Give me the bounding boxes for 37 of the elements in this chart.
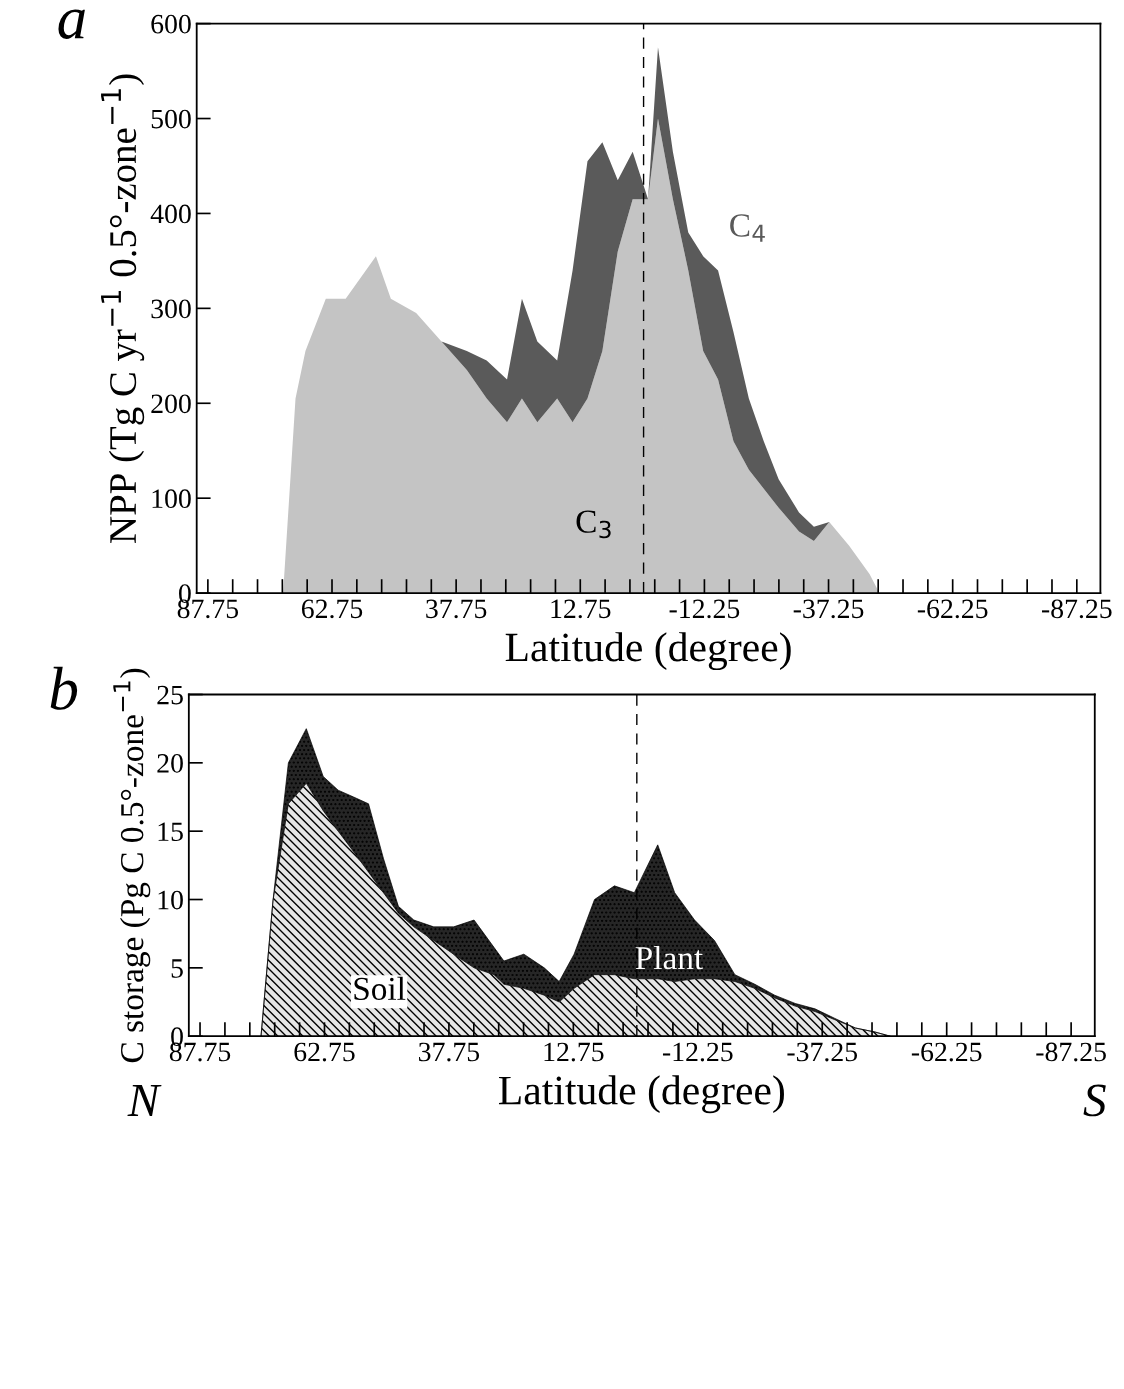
x-tick-label: 12.75 <box>544 1042 604 1062</box>
x-tick-label: 62.75 <box>301 599 363 619</box>
x-tick-label: 62.75 <box>294 1042 355 1062</box>
y-tick-label: 10 <box>158 890 183 910</box>
y-tick-label: 5 <box>171 959 183 978</box>
x-axis-title: Latitude (degree) <box>498 1075 784 1114</box>
x-tick-label: -37.25 <box>787 1042 858 1062</box>
series-label: C$_{3}$ <box>576 510 611 539</box>
y-tick-label: 15 <box>158 822 183 842</box>
y-tick-label: 100 <box>152 489 191 509</box>
series-label: C$_{4}$ <box>730 214 765 242</box>
x-tick-label: 37.75 <box>419 1042 480 1062</box>
x-tick-label: -62.25 <box>917 599 988 619</box>
text: S <box>1083 1084 1106 1117</box>
series-label: Plant <box>635 945 704 970</box>
x-axis-title: Latitude (degree) <box>505 632 791 671</box>
x-tick-label: -87.25 <box>1036 1042 1106 1062</box>
y-tick-label: 600 <box>151 14 191 34</box>
x-tick-label: 12.75 <box>551 599 611 619</box>
x-tick-label: -12.25 <box>662 1042 733 1062</box>
y-tick-label: 300 <box>151 299 191 319</box>
text: N <box>127 1084 162 1116</box>
y-axis-title: C storage (Pg C 0.5°-zone$^{−1}$) <box>113 668 151 1063</box>
y-tick-label: 400 <box>150 204 191 224</box>
y-axis-title: NPP (Tg C yr$^{−1}$ 0.5°-zone$^{−1}$) <box>101 74 145 543</box>
x-tick-label: -12.25 <box>669 599 740 619</box>
x-tick-label: 37.75 <box>426 599 487 619</box>
y-tick-label: 500 <box>151 109 191 129</box>
y-tick-label: 25 <box>157 685 183 705</box>
chart-title: b <box>50 666 78 710</box>
x-tick-label: -87.25 <box>1041 599 1112 619</box>
x-tick-label: -37.25 <box>793 599 864 619</box>
chart-title: a <box>58 9 85 39</box>
series-label: Soil <box>354 976 406 1001</box>
y-tick-label: 20 <box>157 754 183 773</box>
x-tick-label: -62.25 <box>911 1042 982 1062</box>
y-tick-label: 200 <box>151 394 191 414</box>
